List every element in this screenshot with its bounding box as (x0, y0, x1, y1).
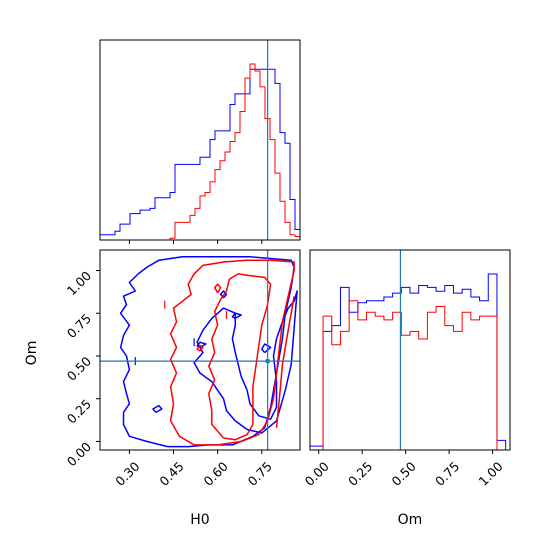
truth-point (265, 359, 270, 364)
x-axis-label-h0: H0 (190, 512, 209, 528)
h0-om-contour-panel: 0.30 0.45 0.60 0.75 0.00 0.25 0.50 0.75 1.00 (64, 249, 301, 489)
om-histogram-red-series (310, 300, 506, 450)
contour-blue-line (261, 343, 272, 354)
contour-red-line (208, 273, 272, 441)
contour-blue-line (193, 290, 298, 434)
contour-blue-line (231, 312, 242, 320)
h0-histogram-blue-series (100, 68, 300, 240)
om-histogram-blue-series (310, 273, 507, 450)
om-axis-tick-label: 0.50 (64, 353, 94, 383)
om-axis-tick-label: 0.00 (64, 439, 94, 469)
om-histogram-frame (309, 249, 511, 451)
om-axis-tick-label: 0.75 (64, 311, 94, 341)
h0-axis-tick-label: 0.30 (112, 459, 142, 489)
contour-blue-line (196, 341, 207, 349)
contour-red-line (213, 283, 222, 294)
contour-red-line (275, 296, 295, 428)
om-hist-axis-tick-label: 0.25 (345, 459, 375, 489)
om-hist-axis-tick-label: 0.50 (389, 459, 419, 489)
x-axis-label-om: Om (398, 512, 423, 528)
contour-red-line (169, 259, 295, 446)
h0-axis-tick-label: 0.45 (156, 459, 186, 489)
h0-marginal-histogram-panel (99, 39, 301, 244)
h0-histogram-plot-area (100, 63, 300, 240)
om-hist-axis-tick-label: 1.00 (476, 459, 506, 489)
h0-histogram-frame (99, 39, 301, 241)
om-axis-tick-label: 1.00 (64, 268, 94, 298)
contour-blue-line (152, 404, 163, 414)
om-hist-axis-tick-label: 0.75 (432, 459, 462, 489)
contour-panel-frame (99, 249, 301, 451)
om-marginal-histogram-panel: 0.00 0.25 0.50 0.75 1.00 (302, 249, 511, 489)
h0-axis-tick-label: 0.60 (201, 459, 231, 489)
contour-plot-area (119, 256, 298, 448)
y-axis-label-om: Om (24, 341, 40, 366)
om-histogram-plot-area (310, 273, 507, 450)
contour-blue-line (119, 256, 295, 448)
h0-axis-tick-label: 0.75 (245, 459, 275, 489)
contour-red-line (196, 344, 204, 352)
om-hist-axis-tick-label: 0.00 (302, 459, 332, 489)
contour-blue-line (219, 290, 228, 299)
h0-histogram-red-series (100, 63, 300, 240)
om-axis-tick-label: 0.25 (64, 396, 94, 426)
